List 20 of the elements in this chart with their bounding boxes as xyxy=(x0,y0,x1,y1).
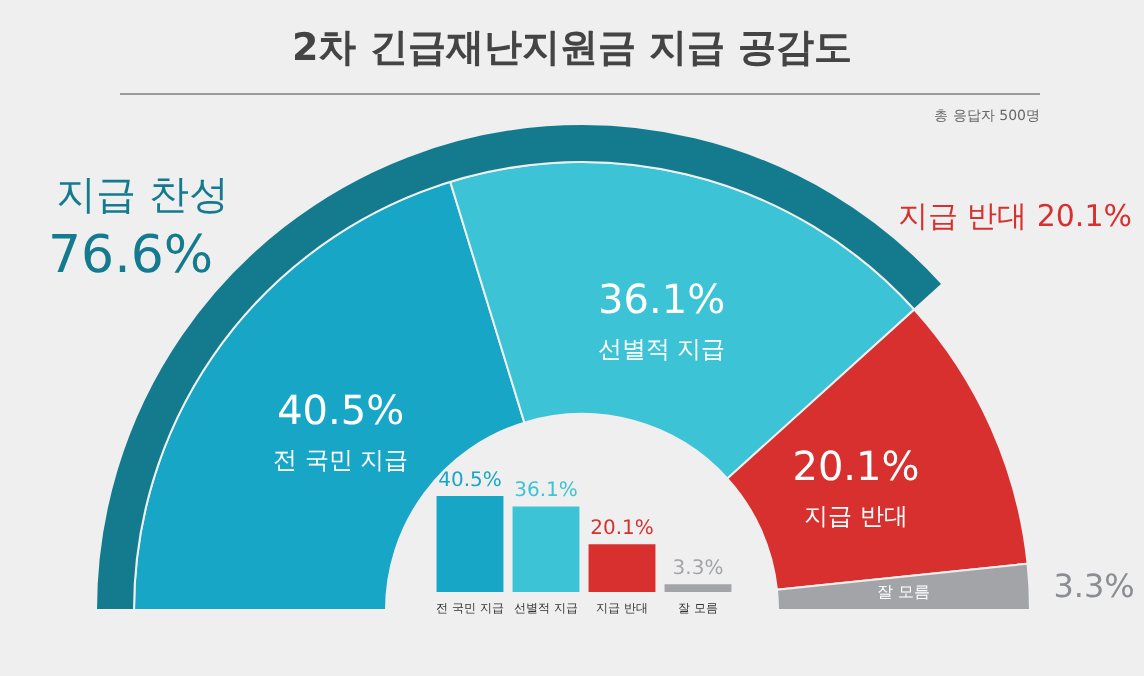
data-label: 3.3% xyxy=(672,558,724,581)
slice-label: 지급 반대 xyxy=(804,501,908,530)
data-label: 40.5% xyxy=(277,385,405,434)
bar xyxy=(512,506,580,592)
data-label: 40.5% xyxy=(438,470,502,492)
bar xyxy=(588,544,656,592)
data-label: 3.3% xyxy=(1053,566,1135,605)
data-label: 36.1% xyxy=(598,274,726,323)
text: 지급 반대 20.1% xyxy=(897,198,1132,234)
data-label: 20.1% xyxy=(792,441,920,490)
data-label: 76.6% xyxy=(48,226,214,286)
bar xyxy=(664,584,732,592)
slice-label: 선별적 지급 xyxy=(597,334,726,363)
slice-label: 지급 찬성 xyxy=(56,170,229,218)
slice-label: 전 국민 지급 xyxy=(273,445,409,474)
chart-title: 2차 긴급재난지원금 지급 공감도 xyxy=(291,26,853,70)
data-label: 20.1% xyxy=(590,518,654,541)
slice-label: 잘 모름 xyxy=(877,583,931,602)
bar xyxy=(436,496,504,592)
data-label: 36.1% xyxy=(514,480,578,503)
